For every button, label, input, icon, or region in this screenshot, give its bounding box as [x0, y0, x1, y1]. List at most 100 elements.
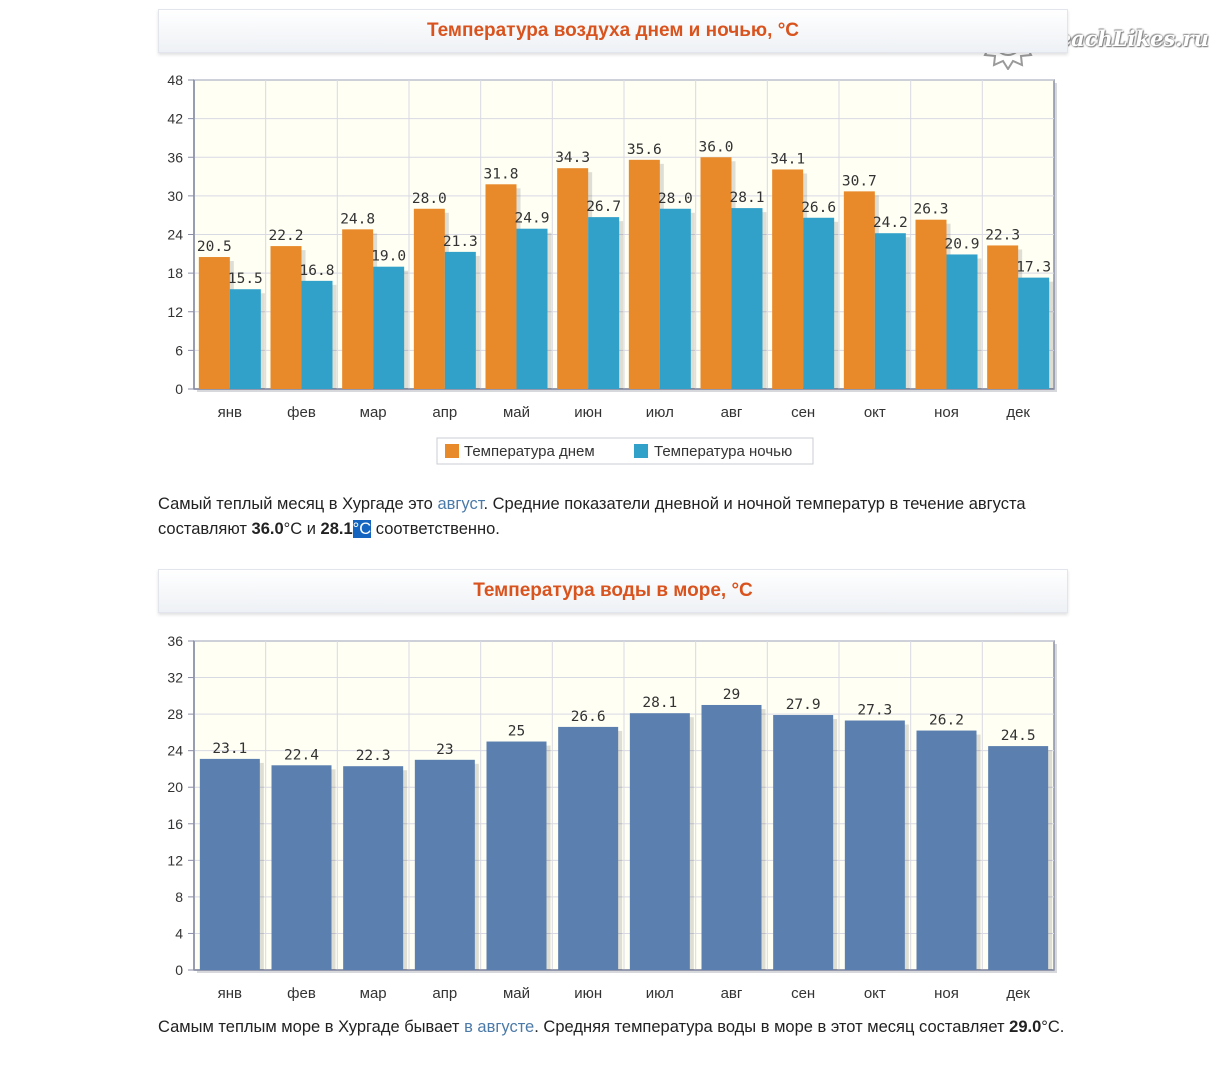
air-chart-title: Температура воздуха днем и ночью, °С: [158, 9, 1068, 53]
y-tick-label: 36: [167, 149, 183, 165]
bar-day: [915, 219, 947, 389]
data-label: 28.0: [412, 191, 447, 207]
y-tick-label: 0: [175, 962, 183, 978]
bar-day: [270, 246, 302, 389]
water-text-part2: . Средняя температура воды в море в этот…: [534, 1018, 1010, 1036]
y-tick-label: 6: [175, 342, 183, 358]
bar-night: [946, 254, 978, 389]
data-label: 23.1: [212, 741, 247, 757]
x-tick-label: апр: [432, 985, 457, 1002]
bar-night: [803, 217, 835, 389]
bar-water: [343, 766, 404, 970]
x-tick-label: июл: [646, 404, 674, 421]
bar-night: [731, 208, 763, 389]
y-tick-label: 8: [175, 889, 183, 905]
data-label: 20.5: [197, 239, 232, 255]
x-tick-label: сен: [791, 404, 815, 421]
data-label: 25: [508, 724, 525, 740]
data-label: 35.6: [627, 142, 662, 158]
water-summary-text: Самым теплым море в Хургаде бывает в авг…: [158, 1015, 1068, 1040]
chart-legend: Температура днем Температура ночью: [436, 437, 814, 465]
y-tick-label: 48: [167, 72, 183, 88]
bar-day: [987, 245, 1019, 389]
data-label: 34.3: [555, 150, 590, 166]
bar-night: [659, 208, 691, 389]
bar-night: [516, 228, 548, 389]
legend-night-swatch: [634, 444, 648, 458]
bar-day: [700, 157, 732, 389]
bar-water: [271, 765, 332, 970]
air-text-part4: соответственно.: [371, 520, 500, 538]
data-label: 20.9: [945, 236, 980, 252]
bar-day: [485, 184, 517, 389]
data-label: 34.1: [770, 151, 805, 167]
data-label: 24.9: [515, 211, 550, 227]
y-tick-label: 12: [167, 304, 183, 320]
data-label: 28.1: [642, 695, 677, 711]
x-tick-label: апр: [432, 404, 457, 421]
data-label: 31.8: [484, 166, 519, 182]
air-text-part1: Самый теплый месяц в Хургаде это: [158, 495, 438, 513]
y-tick-label: 18: [167, 265, 183, 281]
bar-day: [557, 168, 589, 389]
y-tick-label: 12: [167, 852, 183, 868]
data-label: 22.4: [284, 747, 319, 763]
in-august-link[interactable]: в августе: [464, 1018, 535, 1036]
y-tick-label: 0: [175, 381, 183, 397]
x-tick-label: сен: [791, 985, 815, 1002]
night-temp-value: 28.1: [320, 520, 353, 538]
data-label: 22.3: [985, 227, 1020, 243]
bar-day: [843, 191, 875, 389]
x-tick-label: май: [503, 404, 530, 421]
x-tick-label: янв: [218, 985, 242, 1002]
air-summary-text: Самый теплый месяц в Хургаде это август.…: [158, 492, 1068, 542]
bar-water: [844, 720, 905, 970]
y-tick-label: 24: [167, 743, 183, 759]
logo-text: BeachLikes.ru: [1040, 26, 1209, 51]
x-tick-label: мар: [360, 404, 387, 421]
data-label: 28.1: [730, 190, 765, 206]
x-tick-label: июл: [646, 985, 674, 1002]
water-text-part1: Самым теплым море в Хургаде бывает: [158, 1018, 465, 1036]
water-chart-svg: 0 4 8 12 16 20 24 28 32 36 23.1 22.4 22.3 23 25 26.6 28.…: [167, 633, 1057, 1002]
data-label: 15.5: [228, 271, 263, 287]
bar-night: [1018, 277, 1050, 389]
x-tick-label: янв: [218, 404, 242, 421]
x-tick-label: фев: [287, 985, 316, 1002]
data-label: 27.3: [857, 703, 892, 719]
bar-day: [342, 229, 374, 389]
water-chart-title: Температура воды в море, °С: [158, 569, 1068, 613]
bar-night: [373, 266, 405, 389]
data-label: 29: [723, 687, 740, 703]
bar-day: [772, 169, 804, 389]
air-text-part2: . Средние показатели дневной и ночной те…: [158, 495, 1026, 538]
data-label: 28.0: [658, 191, 693, 207]
x-tick-label: ноя: [934, 985, 959, 1002]
y-tick-label: 4: [175, 925, 183, 941]
x-tick-label: ноя: [934, 404, 959, 421]
bar-water: [988, 746, 1049, 970]
x-tick-label: мар: [360, 985, 387, 1002]
air-text-part3: °C и: [283, 520, 321, 538]
x-tick-label: дек: [1006, 985, 1030, 1002]
y-tick-label: 42: [167, 111, 183, 127]
air-chart-svg: 0 6 12 18 24 30 36 42 48 20.5 22.2 24.8 28.0 31.8 34.3…: [167, 72, 1057, 465]
data-label: 21.3: [443, 234, 478, 250]
legend-box: [436, 437, 814, 465]
data-label: 22.3: [356, 748, 391, 764]
data-label: 26.2: [929, 713, 964, 729]
bar-water: [558, 726, 619, 970]
data-label: 26.7: [586, 199, 621, 215]
bar-night: [301, 280, 333, 389]
data-label: 30.7: [842, 173, 877, 189]
x-tick-label: июн: [574, 985, 602, 1002]
data-label: 26.3: [914, 202, 949, 218]
data-label: 26.6: [571, 709, 606, 725]
data-label: 19.0: [371, 249, 406, 265]
data-label: 24.8: [340, 211, 375, 227]
bar-night: [588, 217, 620, 389]
y-tick-label: 36: [167, 633, 183, 649]
data-label: 36.0: [699, 139, 734, 155]
august-link[interactable]: август: [437, 495, 484, 513]
day-temp-value: 36.0: [251, 520, 284, 538]
